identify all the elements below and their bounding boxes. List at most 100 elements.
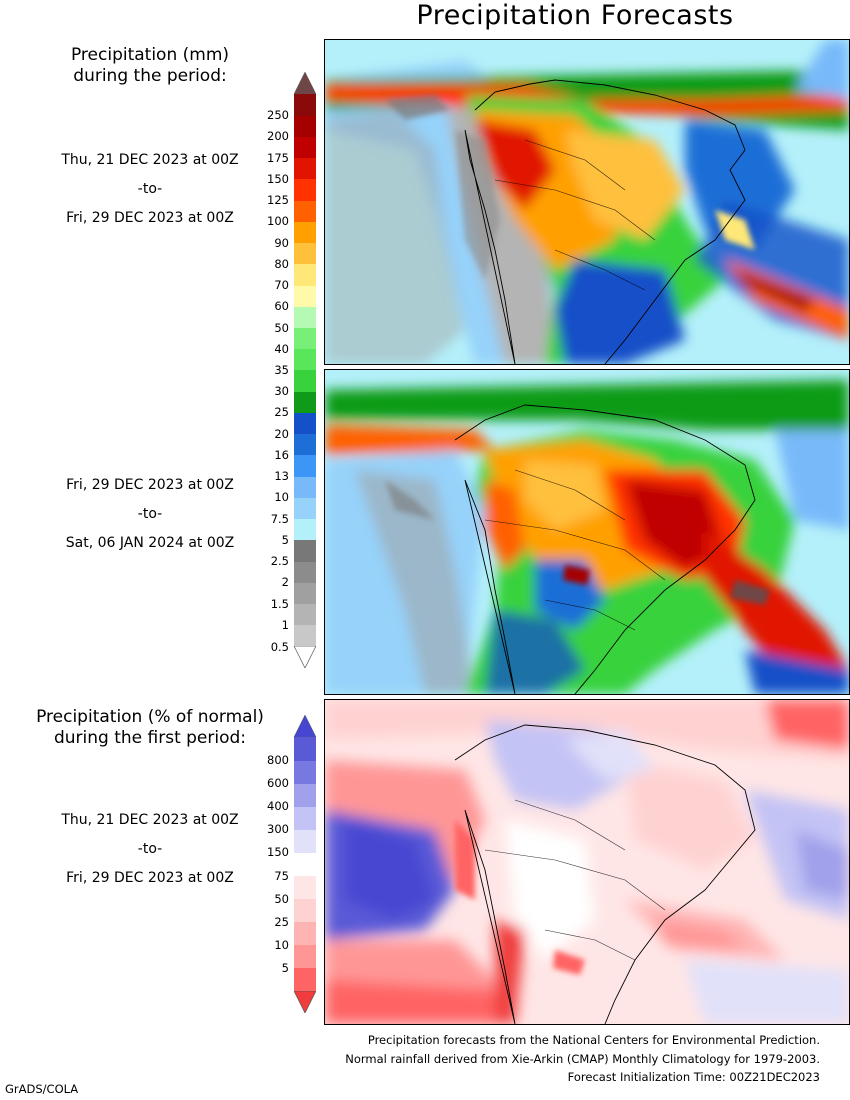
amount-colorbar: 0.5 1 1.5 2 2.5 5 7.5 10 13 16 20 25 30 35 40 50 60 70 80 9… (267, 72, 316, 668)
amount-colorbar-tick-label: 1.5 (270, 596, 289, 611)
percent-colorbar-tick-label: 150 (267, 845, 289, 860)
amount-colorbar-swatch (294, 327, 316, 350)
footer-line-1: Precipitation forecasts from the Nationa… (367, 1033, 820, 1047)
amount-colorbar-swatch (294, 221, 316, 244)
period-1-end: Fri, 29 DEC 2023 at 00Z (66, 210, 234, 226)
percent-colorbar-tick-label: 75 (274, 868, 289, 883)
amount-colorbar-tick-label: 5 (281, 532, 289, 547)
amount-colorbar-swatch (294, 115, 316, 137)
percent-colorbar-tick-label: 5 (281, 960, 289, 975)
percent-colorbar-swatch (294, 852, 316, 877)
amount-colorbar-bottom-arrow (294, 646, 316, 668)
amount-colorbar-swatch (294, 136, 316, 159)
amount-colorbar-swatch (294, 412, 316, 435)
amount-colorbar-swatch (294, 454, 316, 477)
period-3-start: Thu, 21 DEC 2023 at 00Z (61, 812, 239, 828)
period-2-sep: -to- (137, 506, 163, 522)
percent-colorbar-tick-label: 600 (267, 776, 289, 791)
amount-colorbar-tick-label: 13 (274, 469, 289, 484)
amount-colorbar-swatch (294, 263, 316, 286)
amount-colorbar-tick-label: 80 (274, 256, 289, 271)
amount-colorbar-tick-label: 70 (274, 278, 289, 293)
amount-colorbar-tick-label: 7.5 (270, 511, 289, 526)
amount-colorbar-tick-label: 2 (281, 575, 289, 590)
amount-colorbar-tick-label: 20 (274, 426, 289, 441)
precip-map-period-1 (324, 39, 850, 365)
amount-colorbar-swatch (294, 178, 316, 201)
amount-colorbar-top-arrow (294, 72, 316, 94)
percent-legend-heading: Precipitation (% of normal) during the f… (0, 707, 300, 749)
footer-notes: Precipitation forecasts from the Nationa… (345, 1031, 820, 1087)
percent-colorbar-swatch (294, 783, 316, 807)
amount-colorbar-tick-label: 25 (274, 405, 289, 420)
percent-map-graphic (325, 700, 849, 1024)
amount-legend-heading-line2: during the period: (73, 66, 227, 86)
percent-colorbar-swatch (294, 806, 316, 830)
percent-colorbar-swatch (294, 898, 316, 923)
amount-colorbar-tick-label: 40 (274, 341, 289, 356)
percent-colorbar-tick-label: 50 (274, 891, 289, 906)
percent-colorbar-swatch (294, 967, 316, 992)
percent-colorbar-tick-label: 300 (267, 822, 289, 837)
amount-colorbar-tick-label: 50 (274, 320, 289, 335)
amount-colorbar-swatch (294, 200, 316, 222)
amount-colorbar-tick-label: 0.5 (270, 640, 289, 654)
amount-colorbar-swatch (294, 433, 316, 456)
period-2-label: Fri, 29 DEC 2023 at 00Z -to- Sat, 06 JAN… (0, 471, 300, 558)
amount-colorbar-swatch (294, 624, 316, 647)
amount-legend-heading-line1: Precipitation (mm) (70, 45, 230, 65)
percent-colorbar-tick-label: 10 (274, 937, 289, 952)
precip-map-1-graphic (325, 40, 849, 364)
period-3-sep: -to- (137, 841, 163, 857)
period-1-sep: -to- (137, 181, 163, 197)
period-2-end: Sat, 06 JAN 2024 at 00Z (65, 535, 235, 551)
amount-colorbar-tick-label: 125 (267, 193, 289, 208)
amount-colorbar-tick-label: 175 (267, 150, 289, 165)
precip-map-period-2 (324, 369, 850, 695)
amount-colorbar-tick-label: 100 (267, 214, 289, 229)
footer-line-2: Normal rainfall derived from Xie-Arkin (… (345, 1051, 820, 1066)
footer-line-3: Forecast Initialization Time: 00Z21DEC20… (567, 1070, 820, 1084)
period-3-label: Thu, 21 DEC 2023 at 00Z -to- Fri, 29 DEC… (0, 806, 300, 893)
amount-colorbar-swatch (294, 603, 316, 626)
amount-colorbar-swatch (294, 306, 316, 329)
percent-legend-heading-line1: Precipitation (% of normal) (36, 707, 264, 727)
percent-colorbar-swatch (294, 875, 316, 900)
percent-colorbar: 5 10 25 50 75 150 300 400 600 800 (267, 715, 316, 1013)
amount-colorbar-swatch (294, 518, 316, 541)
amount-colorbar-tick-label: 1 (281, 617, 289, 632)
percent-colorbar-swatch (294, 829, 316, 853)
period-2-start: Fri, 29 DEC 2023 at 00Z (66, 477, 234, 493)
percent-colorbar-swatch (294, 737, 316, 761)
amount-colorbar-swatch (294, 370, 316, 392)
amount-colorbar-tick-label: 35 (274, 363, 289, 377)
percent-colorbar-swatch (294, 944, 316, 969)
amount-colorbar-swatch (294, 561, 316, 583)
percent-colorbar-swatch (294, 921, 316, 946)
percent-legend-heading-line2: during the first period: (53, 728, 247, 748)
precip-map-2-graphic (325, 370, 849, 694)
percent-colorbar-tick-label: 400 (267, 799, 289, 814)
amount-legend-heading: Precipitation (mm) during the period: (0, 45, 300, 87)
credit-label: GrADS/COLA (5, 1082, 79, 1096)
period-1-label: Thu, 21 DEC 2023 at 00Z -to- Fri, 29 DEC… (0, 146, 300, 233)
percent-colorbar-bottom-arrow (294, 991, 316, 1013)
percent-colorbar-swatch (294, 760, 316, 784)
amount-colorbar-swatch (294, 157, 316, 180)
amount-colorbar-tick-label: 90 (274, 235, 289, 250)
amount-colorbar-tick-label: 150 (267, 171, 289, 186)
percent-colorbar-tick-label: 800 (267, 753, 289, 768)
amount-colorbar-swatch (294, 94, 316, 116)
amount-colorbar-tick-label: 16 (274, 447, 289, 462)
amount-colorbar-tick-label: 10 (274, 490, 289, 505)
percent-colorbar-top-arrow (294, 715, 316, 737)
amount-colorbar-swatch (294, 497, 316, 520)
amount-colorbar-swatch (294, 582, 316, 605)
amount-colorbar-swatch (294, 476, 316, 498)
amount-colorbar-tick-label: 30 (274, 384, 289, 399)
amount-colorbar-tick-label: 60 (274, 299, 289, 314)
amount-colorbar-swatch (294, 285, 316, 307)
page-title: Precipitation Forecasts (416, 0, 734, 31)
amount-colorbar-tick-label: 250 (267, 108, 289, 123)
amount-colorbar-swatch (294, 391, 316, 413)
